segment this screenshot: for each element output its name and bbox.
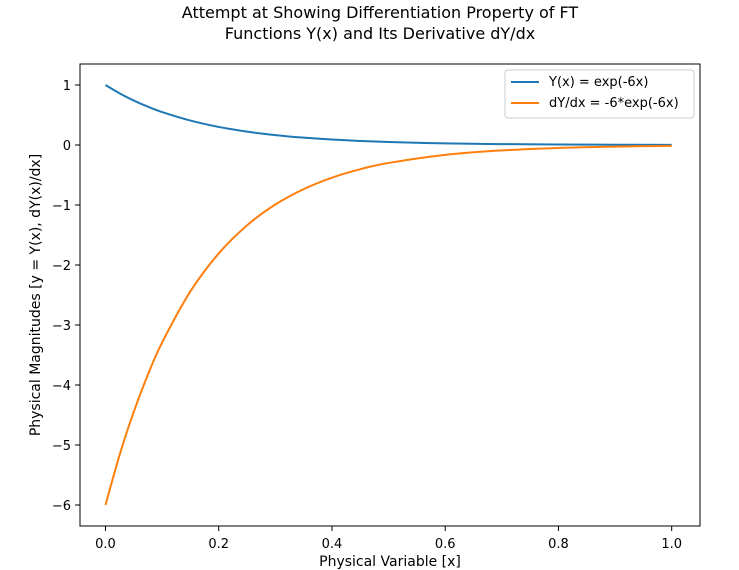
legend-box [504,69,695,119]
x-axis-label: Physical Variable [x] [319,554,461,570]
x-tick-label: 1.0 [661,537,682,552]
y-tick-label: −3 [52,319,71,334]
x-tick-label: 0.2 [208,537,229,552]
x-tick-label: 0.0 [95,537,116,552]
y-tick-label: −5 [52,439,71,454]
legend-label-dydx: dY/dx = -6*exp(-6x) [549,96,679,111]
y-axis: 1 0 −1 −2 −3 −4 −5 −6 [52,79,80,514]
x-tick-label: 0.4 [322,537,343,552]
x-tick-label: 0.6 [435,537,456,552]
chart-title-line2: Functions Y(x) and Its Derivative dY/dx [225,24,535,43]
series-line-dydx [104,144,672,506]
y-tick-label: −2 [52,259,71,274]
chart-title-line1: Attempt at Showing Differentiation Prope… [182,3,579,22]
y-axis-label: Physical Magnitudes [y = Y(x), dY(x)/dx] [28,154,44,436]
plot-area [79,63,701,527]
y-tick-label: −1 [52,199,71,214]
y-tick-label: 1 [63,79,71,94]
legend-label-y: Y(x) = exp(-6x) [548,75,648,90]
legend: Y(x) = exp(-6x) dY/dx = -6*exp(-6x) [504,69,695,119]
y-tick-label: −4 [52,379,71,394]
y-tick-label: 0 [63,139,71,154]
series-lines [104,84,672,506]
x-axis: 0.0 0.2 0.4 0.6 0.8 1.0 [95,526,682,552]
x-tick-label: 0.8 [548,537,569,552]
series-line-y [104,84,672,146]
y-tick-label: −6 [52,499,71,514]
